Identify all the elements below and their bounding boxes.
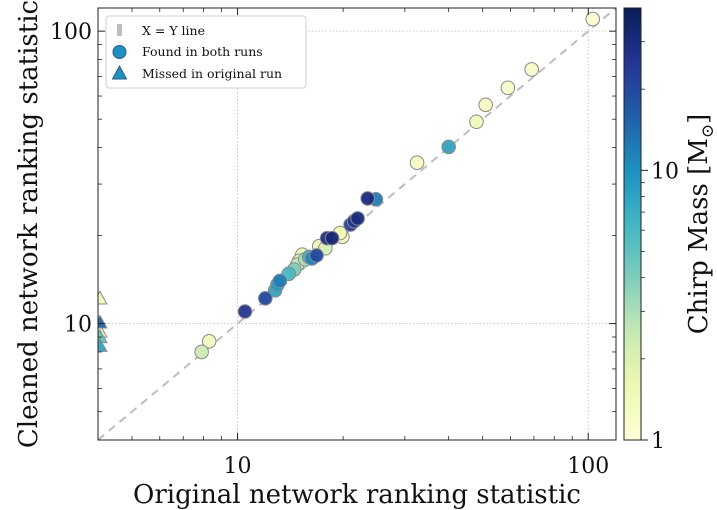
colorbar-title: Chirp Mass [M⊙] <box>684 114 717 335</box>
found-point <box>409 155 425 170</box>
legend-found-label: Found in both runs <box>142 44 263 59</box>
colorbar-tick-label: 1 <box>651 429 665 454</box>
colorbar-title-subscript: ⊙ <box>698 124 717 138</box>
colorbar-tick-label: 10 <box>651 159 679 184</box>
scatter-points <box>98 11 601 360</box>
found-point <box>585 11 601 27</box>
found-point <box>272 273 288 289</box>
plot-frame <box>97 7 617 441</box>
found-point <box>201 334 217 349</box>
found-point <box>324 230 340 246</box>
y-tick-label: 10 <box>64 313 92 338</box>
found-point <box>469 114 484 130</box>
missed-point <box>98 290 108 305</box>
colorbar-ticks: 1 10 <box>641 41 679 454</box>
axis-ticks: 10 100 10 100 <box>50 8 616 479</box>
colorbar-title-main: Chirp Mass [M <box>684 138 714 334</box>
found-point <box>478 97 493 113</box>
found-point <box>194 344 209 360</box>
found-point <box>237 304 253 319</box>
legend-missed-label: Missed in original run <box>142 66 282 81</box>
found-point <box>258 291 273 306</box>
missed-point <box>98 337 108 352</box>
x-tick-label: 10 <box>224 454 252 479</box>
y-tick-label: 100 <box>50 20 92 45</box>
legend-box <box>105 15 307 89</box>
missed-point <box>98 314 108 329</box>
legend-xy-label: X = Y line <box>142 23 205 38</box>
found-point <box>500 80 516 96</box>
found-point <box>524 62 540 77</box>
colorbar-title-suffix: ] <box>684 114 714 124</box>
found-point <box>441 139 456 155</box>
y-axis-title: Cleaned network ranking statistic <box>14 0 44 448</box>
found-point <box>309 248 324 263</box>
legend-found-marker <box>112 45 127 59</box>
found-point <box>360 191 375 206</box>
colorbar <box>623 7 642 441</box>
legend-missed-marker <box>111 64 128 80</box>
x-tick-label: 100 <box>567 454 609 479</box>
x-axis-title: Original network ranking statistic <box>133 480 581 510</box>
found-point <box>350 211 365 226</box>
grid-lines <box>98 8 616 440</box>
legend-xy-swatch <box>117 24 122 36</box>
legend: X = Y line Found in both runs Missed in … <box>105 15 307 89</box>
